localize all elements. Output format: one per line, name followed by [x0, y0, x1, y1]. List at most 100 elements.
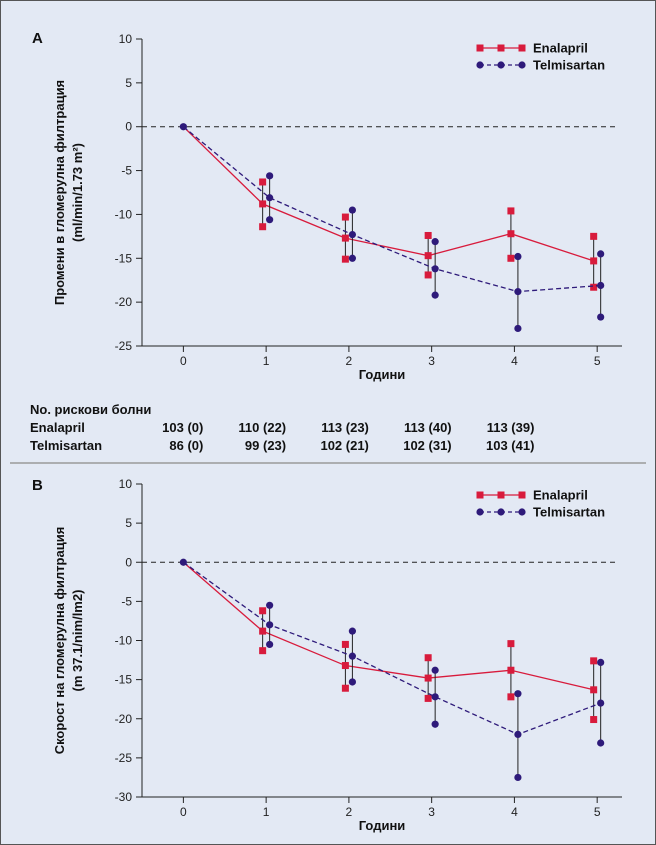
error-cap-high-telmisartan — [348, 206, 356, 214]
y-tick-label: -25 — [115, 751, 133, 765]
risk-row-label-enalapril: Enalapril — [30, 420, 85, 435]
risk-cell-telmisartan: 102 (21) — [320, 438, 368, 453]
error-cap-high-enalapril — [424, 654, 432, 662]
y-axis-label-units: (m 37.1/nim/lm2) — [70, 590, 85, 692]
error-cap-high-enalapril — [507, 207, 515, 215]
data-point-enalapril — [424, 674, 432, 682]
y-axis-label: Скорост на гломерулна филтрация — [52, 527, 67, 755]
x-tick-label: 4 — [511, 354, 518, 368]
risk-cell-telmisartan: 103 (41) — [486, 438, 534, 453]
panel-label: B — [32, 477, 43, 494]
error-cap-low-enalapril — [590, 716, 598, 724]
error-cap-low-telmisartan — [597, 313, 605, 321]
error-cap-high-enalapril — [341, 213, 349, 221]
panel-label: A — [32, 30, 43, 47]
x-tick-label: 3 — [428, 354, 435, 368]
error-cap-low-telmisartan — [348, 254, 356, 262]
error-cap-low-telmisartan — [348, 678, 356, 686]
y-tick-label: -10 — [115, 207, 133, 221]
y-tick-label: -15 — [115, 251, 133, 265]
risk-row-label-telmisartan: Telmisartan — [30, 438, 102, 453]
legend-label-enalapril: Enalapril — [533, 488, 588, 503]
error-cap-low-telmisartan — [514, 324, 522, 333]
legend-marker-telmisartan — [476, 61, 484, 69]
risk-cell-telmisartan: 99 (23) — [245, 438, 286, 453]
panel-a: A 10 5 0 -5 -10 -15 -20 -25 0 1 2 3 4 5 Години Промени в… — [32, 30, 622, 382]
y-tick-label: -30 — [115, 790, 133, 804]
error-cap-high-telmisartan — [266, 601, 274, 609]
legend-marker-telmisartan — [476, 508, 484, 516]
risk-cell-telmisartan: 86 (0) — [169, 438, 203, 453]
legend-marker-telmisartan — [518, 508, 526, 516]
legend-marker-enalapril — [476, 491, 484, 499]
legend-label-telmisartan: Telmisartan — [533, 505, 605, 520]
x-tick-label: 3 — [428, 805, 435, 819]
legend-label-enalapril: Enalapril — [533, 41, 588, 56]
error-cap-high-telmisartan — [431, 238, 439, 246]
x-tick-label: 2 — [346, 354, 353, 368]
x-tick-label: 0 — [180, 354, 187, 368]
y-tick-label: -20 — [115, 712, 133, 726]
data-point-enalapril — [424, 252, 432, 260]
error-cap-low-telmisartan — [514, 773, 522, 782]
error-cap-low-enalapril — [341, 684, 349, 692]
data-point-enalapril — [259, 200, 267, 208]
y-tick-label: 5 — [125, 76, 132, 90]
data-point-telmisartan — [348, 231, 356, 239]
data-point-telmisartan — [597, 281, 605, 290]
legend-marker-enalapril — [518, 491, 526, 499]
data-point-enalapril — [341, 234, 349, 242]
y-tick-label: -5 — [121, 164, 132, 178]
legend-label-telmisartan: Telmisartan — [533, 58, 605, 73]
data-point-enalapril — [341, 662, 349, 670]
y-tick-label: 10 — [119, 32, 133, 46]
error-cap-high-enalapril — [424, 231, 432, 239]
risk-table: No. рискови болни Enalapril Telmisartan … — [30, 402, 534, 453]
legend-marker-enalapril — [518, 44, 526, 52]
data-point-telmisartan — [514, 730, 522, 739]
legend-marker-telmisartan — [497, 508, 505, 516]
risk-cell-enalapril: 113 (39) — [487, 420, 535, 435]
error-cap-low-telmisartan — [597, 739, 605, 747]
y-tick-label: -20 — [115, 295, 133, 309]
x-tick-label: 2 — [346, 805, 353, 819]
data-point-enalapril — [259, 627, 267, 635]
error-cap-high-telmisartan — [514, 252, 522, 261]
y-tick-label: 5 — [125, 516, 132, 530]
x-tick-label: 5 — [594, 805, 601, 819]
series-line-enalapril — [182, 561, 594, 691]
error-cap-low-enalapril — [424, 271, 432, 279]
legend-marker-enalapril — [476, 44, 484, 52]
error-cap-low-enalapril — [259, 223, 267, 231]
error-cap-high-enalapril — [259, 607, 267, 615]
error-cap-high-telmisartan — [266, 172, 274, 180]
data-point-telmisartan — [597, 699, 605, 707]
legend-marker-telmisartan — [518, 61, 526, 69]
y-axis-label-units: (ml/min/1.73 m²) — [70, 143, 85, 242]
x-tick-label: 0 — [180, 805, 187, 819]
error-cap-high-enalapril — [341, 640, 349, 648]
risk-cell-enalapril: 113 (40) — [404, 420, 452, 435]
x-tick-label: 5 — [594, 354, 601, 368]
x-tick-label: 1 — [263, 805, 270, 819]
y-tick-label: -25 — [115, 339, 133, 353]
legend-marker-telmisartan — [497, 61, 505, 69]
y-axis-label: Промени в гломерулна филтрация — [52, 80, 67, 305]
data-point-enalapril — [507, 230, 515, 238]
error-cap-high-enalapril — [507, 640, 515, 648]
data-point-telmisartan — [348, 652, 356, 660]
y-tick-label: 0 — [125, 120, 132, 134]
risk-cell-telmisartan: 102 (31) — [403, 438, 451, 453]
error-cap-low-enalapril — [259, 647, 267, 655]
y-tick-label: -10 — [115, 634, 133, 648]
error-cap-low-telmisartan — [431, 291, 439, 299]
x-axis-label: Години — [359, 367, 406, 382]
risk-cell-enalapril: 113 (23) — [321, 420, 369, 435]
legend-marker-enalapril — [497, 44, 505, 52]
x-tick-label: 1 — [263, 354, 270, 368]
error-cap-high-enalapril — [259, 178, 267, 186]
error-cap-low-telmisartan — [431, 720, 439, 728]
data-point-enalapril — [590, 686, 598, 694]
